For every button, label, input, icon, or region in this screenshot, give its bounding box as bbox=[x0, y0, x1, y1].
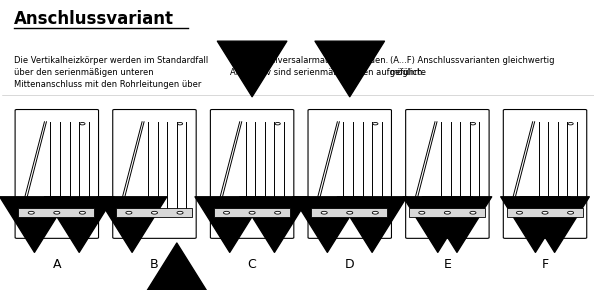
Bar bbox=[409, 208, 485, 218]
Text: F: F bbox=[541, 258, 548, 271]
FancyBboxPatch shape bbox=[15, 110, 98, 238]
Text: (A...F) Anschlussvarianten gleichwertig
möglich.: (A...F) Anschlussvarianten gleichwertig … bbox=[389, 56, 554, 77]
FancyBboxPatch shape bbox=[406, 110, 489, 238]
Text: D: D bbox=[345, 258, 355, 271]
Text: z.B. die Universalarmatur verbunden.
Alternativ sind serienmäßig unten aufgeführ: z.B. die Universalarmatur verbunden. Alt… bbox=[230, 56, 426, 77]
Circle shape bbox=[373, 122, 378, 125]
Circle shape bbox=[568, 122, 573, 125]
Text: B: B bbox=[150, 258, 159, 271]
Circle shape bbox=[517, 211, 523, 214]
Bar bbox=[214, 208, 290, 218]
Circle shape bbox=[177, 211, 183, 214]
Circle shape bbox=[80, 122, 85, 125]
Circle shape bbox=[249, 211, 255, 214]
Text: A: A bbox=[53, 258, 61, 271]
Circle shape bbox=[54, 211, 60, 214]
FancyBboxPatch shape bbox=[503, 110, 587, 238]
Circle shape bbox=[126, 211, 132, 214]
Circle shape bbox=[275, 122, 280, 125]
Circle shape bbox=[321, 211, 327, 214]
Circle shape bbox=[347, 211, 353, 214]
Text: C: C bbox=[248, 258, 256, 271]
Circle shape bbox=[275, 211, 281, 214]
Bar bbox=[506, 208, 583, 218]
FancyBboxPatch shape bbox=[211, 110, 294, 238]
Circle shape bbox=[178, 122, 182, 125]
Text: Anschlussvariant: Anschlussvariant bbox=[14, 10, 174, 28]
Circle shape bbox=[470, 122, 476, 125]
Circle shape bbox=[568, 211, 574, 214]
Circle shape bbox=[224, 211, 230, 214]
Bar bbox=[19, 208, 94, 218]
Bar bbox=[116, 208, 192, 218]
Text: E: E bbox=[443, 258, 451, 271]
Circle shape bbox=[372, 211, 379, 214]
Circle shape bbox=[542, 211, 548, 214]
FancyBboxPatch shape bbox=[113, 110, 196, 238]
Bar bbox=[311, 208, 387, 218]
Circle shape bbox=[445, 211, 451, 214]
Text: Die Vertikalheizkörper werden im Standardfall
über den serienmäßigen unteren
Mit: Die Vertikalheizkörper werden im Standar… bbox=[14, 56, 208, 89]
Circle shape bbox=[470, 211, 476, 214]
Circle shape bbox=[151, 211, 157, 214]
Circle shape bbox=[419, 211, 425, 214]
Circle shape bbox=[28, 211, 34, 214]
FancyBboxPatch shape bbox=[308, 110, 391, 238]
Circle shape bbox=[79, 211, 85, 214]
